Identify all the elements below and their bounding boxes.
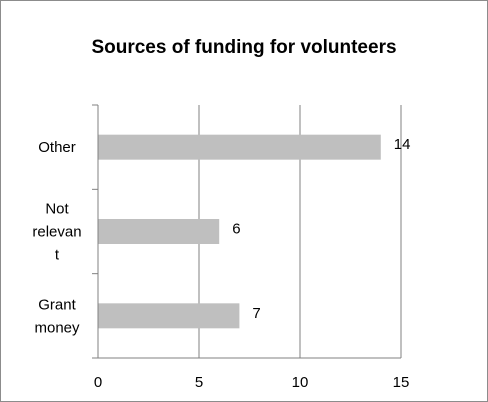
data-label-grant-money: 7 [252,305,260,322]
x-tick-label-0: 0 [94,374,102,391]
axes [92,104,401,359]
category-label-grant-money: Grant money [34,296,80,336]
bars [98,134,381,329]
category-label-other: Other [38,139,76,156]
x-tick-label-10: 10 [292,374,309,391]
bar-other [98,134,381,160]
category-label-not-relevant: Not relevan t [32,201,81,264]
labels: 0 5 10 15 14 Other 6 Not relevan t 7 Grant money [32,136,410,391]
bar-not-relevant [98,219,220,244]
x-tick-label-15: 15 [393,374,410,391]
data-label-not-relevant: 6 [232,221,240,238]
x-tick-label-5: 5 [195,374,203,391]
chart-title: Sources of funding for volunteers [91,37,396,58]
data-label-other: 14 [394,136,411,153]
bar-grant-money [98,303,240,329]
